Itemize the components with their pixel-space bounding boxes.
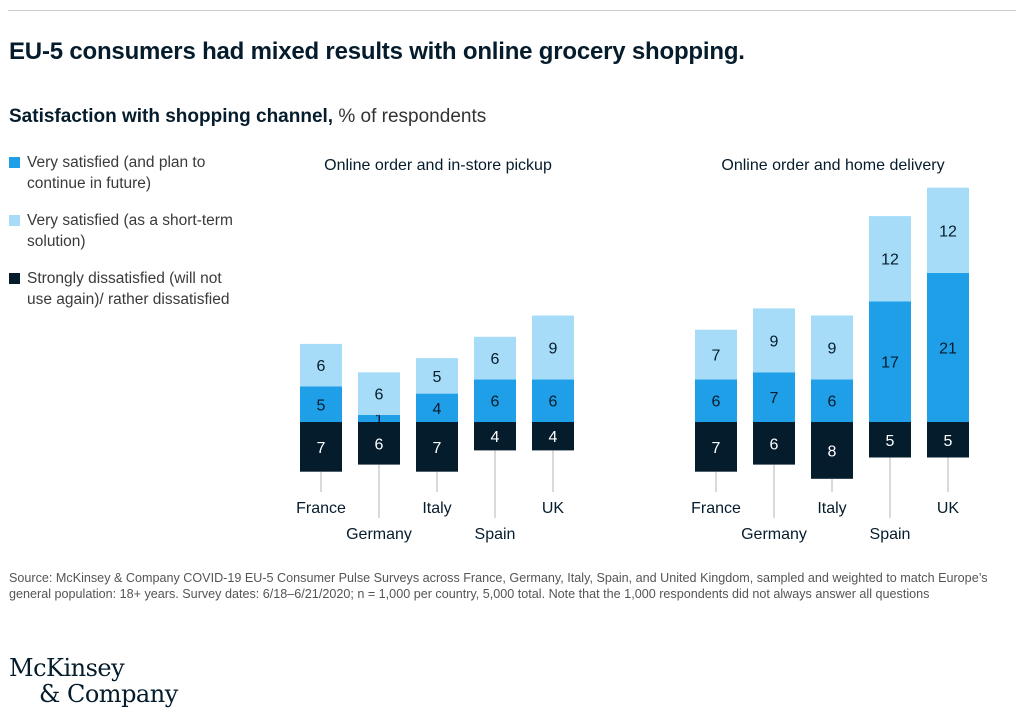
bar-segment-p2-uk-s2 <box>927 187 969 273</box>
subtitle-bold: Satisfaction with shopping channel, <box>9 106 334 127</box>
bar-segment-p2-spain-s3 <box>869 422 911 458</box>
data-label-p1-france-s1: 5 <box>317 397 326 414</box>
subtitle-unit: % of respondents <box>333 106 487 127</box>
category-label-p2-france: France <box>691 500 741 517</box>
bar-segment-p1-italy-s3 <box>416 422 458 472</box>
legend-label: Strongly dissatisfied (will not use agai… <box>27 270 230 308</box>
bar-segment-p1-france-s1 <box>300 386 342 422</box>
data-label-p1-spain-s1: 6 <box>491 394 500 411</box>
bar-segment-p2-italy-s2 <box>811 315 853 380</box>
data-label-p2-france-s1: 6 <box>712 394 721 411</box>
data-label-p2-germany-s1: 7 <box>770 390 779 407</box>
data-label-p2-germany-s3: 6 <box>770 436 779 453</box>
chart-subtitle: Satisfaction with shopping channel, % of… <box>9 106 486 128</box>
legend-swatch-light-blue <box>9 215 20 226</box>
bar-segment-p1-germany-s1 <box>358 414 400 422</box>
bar-segment-p1-uk-s2 <box>532 315 574 380</box>
bar-segment-p1-germany-s2 <box>358 372 400 415</box>
bar-segment-p2-germany-s1 <box>753 372 795 422</box>
legend-swatch-blue <box>9 157 20 168</box>
legend-label: Very satisfied (as a short-term solution… <box>27 212 233 250</box>
data-label-p1-italy-s2: 5 <box>433 369 442 386</box>
data-label-p2-spain-s1: 17 <box>881 355 899 372</box>
data-label-p1-france-s3: 7 <box>317 440 326 457</box>
category-label-p1-germany: Germany <box>346 526 412 543</box>
category-label-p1-italy: Italy <box>422 500 451 517</box>
data-label-p1-france-s2: 6 <box>317 358 326 375</box>
category-label-p1-uk: UK <box>542 500 565 517</box>
legend-label: Very satisfied (and plan to continue in … <box>27 154 206 192</box>
bar-segment-p2-france-s1 <box>695 379 737 422</box>
legend: Very satisfied (and plan to continue in … <box>9 152 234 326</box>
data-label-p2-italy-s1: 6 <box>828 394 837 411</box>
data-label-p2-uk-s2: 12 <box>939 223 957 240</box>
data-label-p1-italy-s1: 4 <box>433 401 442 418</box>
bar-segment-p2-spain-s1 <box>869 301 911 422</box>
data-label-p1-germany-s3: 6 <box>375 436 384 453</box>
page-title: EU-5 consumers had mixed results with on… <box>9 38 745 65</box>
category-label-p2-spain: Spain <box>870 526 911 543</box>
data-label-p2-spain-s3: 5 <box>886 433 895 450</box>
data-label-p2-spain-s2: 12 <box>881 252 899 269</box>
category-label-p1-france: France <box>296 500 346 517</box>
bar-segment-p1-italy-s1 <box>416 393 458 422</box>
bar-segment-p1-france-s3 <box>300 422 342 472</box>
data-label-p1-spain-s2: 6 <box>491 351 500 368</box>
data-label-p1-germany-s2: 6 <box>375 387 384 404</box>
data-label-p2-italy-s2: 9 <box>828 340 837 357</box>
logo-line-2: & Company <box>39 680 178 708</box>
panel-title-1: Online order and in-store pickup <box>324 157 552 174</box>
data-label-p1-italy-s3: 7 <box>433 440 442 457</box>
bar-segment-p1-germany-s3 <box>358 422 400 465</box>
charts-canvas: Online order and in-store pickup 5 6 7 Franc… <box>296 157 969 543</box>
top-divider <box>8 10 1016 11</box>
data-label-p1-uk-s3: 4 <box>549 429 558 446</box>
category-label-p2-germany: Germany <box>741 526 807 543</box>
bar-segment-p2-france-s2 <box>695 329 737 380</box>
bar-segment-p1-uk-s1 <box>532 379 574 422</box>
bar-segment-p2-uk-s1 <box>927 272 969 422</box>
legend-item-very-satisfied-short-term: Very satisfied (as a short-term solution… <box>9 210 234 252</box>
data-label-p1-spain-s3: 4 <box>491 429 500 446</box>
bar-segment-p1-spain-s2 <box>474 336 516 380</box>
data-label-p2-france-s3: 7 <box>712 440 721 457</box>
data-label-p2-germany-s2: 9 <box>770 333 779 350</box>
bar-segment-p2-france-s3 <box>695 422 737 472</box>
data-label-p1-uk-s1: 6 <box>549 394 558 411</box>
logo-line-1: McKinsey <box>9 654 125 682</box>
panel-title-2: Online order and home delivery <box>721 157 944 174</box>
category-label-p2-uk: UK <box>937 500 960 517</box>
data-label-p2-france-s2: 7 <box>712 348 721 365</box>
bar-segment-p2-spain-s2 <box>869 216 911 302</box>
category-label-p1-spain: Spain <box>475 526 516 543</box>
bar-segment-p2-germany-s2 <box>753 308 795 373</box>
data-label-p2-italy-s3: 8 <box>828 443 837 460</box>
bar-segment-p2-uk-s3 <box>927 422 969 458</box>
bar-segment-p1-italy-s2 <box>416 358 458 394</box>
bar-segment-p1-spain-s1 <box>474 379 516 422</box>
source-note: Source: McKinsey & Company COVID-19 EU-5… <box>9 571 988 601</box>
category-label-p2-italy: Italy <box>817 500 846 517</box>
bar-segment-p2-germany-s3 <box>753 422 795 465</box>
data-label-p1-uk-s2: 9 <box>549 340 558 357</box>
bar-segment-p2-italy-s3 <box>811 422 853 479</box>
data-label-p2-uk-s3: 5 <box>944 433 953 450</box>
bar-segment-p2-italy-s1 <box>811 379 853 422</box>
data-label-p2-uk-s1: 21 <box>939 340 957 357</box>
bar-segment-p1-spain-s3 <box>474 422 516 451</box>
bar-segment-p1-uk-s3 <box>532 422 574 451</box>
legend-item-dissatisfied: Strongly dissatisfied (will not use agai… <box>9 268 234 310</box>
data-label-p1-germany-s1: 1 <box>375 411 384 428</box>
bar-segment-p1-france-s2 <box>300 343 342 387</box>
mckinsey-logo: McKinsey & Company <box>9 655 178 707</box>
legend-swatch-navy <box>9 273 20 284</box>
legend-item-very-satisfied-continue: Very satisfied (and plan to continue in … <box>9 152 234 194</box>
